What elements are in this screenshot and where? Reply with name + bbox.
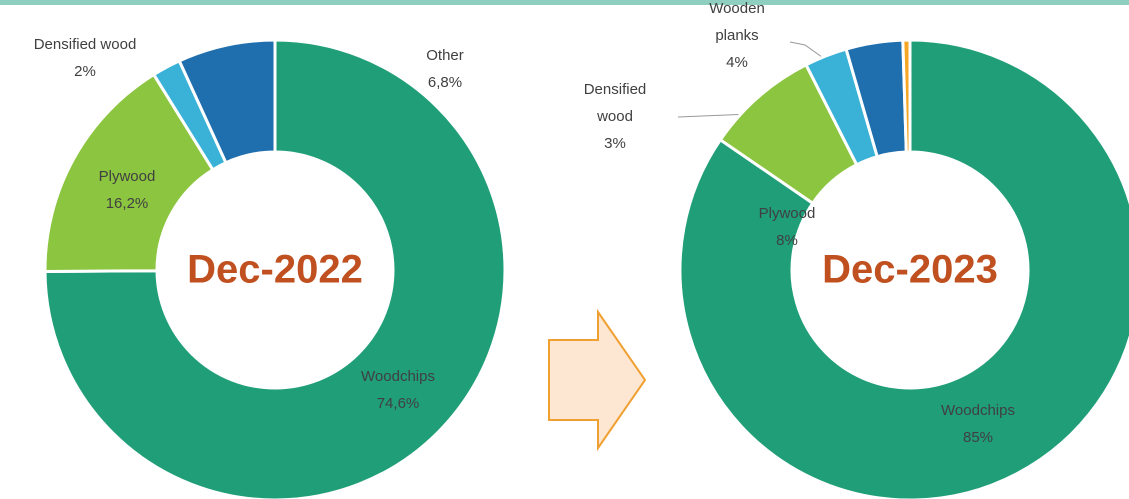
chart-title: Dec-2022 <box>187 247 363 292</box>
label-text: 4% <box>726 54 748 71</box>
donut-slice <box>901 38 912 154</box>
label-text: Densified wood <box>583 81 647 125</box>
top-bar <box>0 0 1129 5</box>
label-text: Densified wood <box>33 36 137 53</box>
donut-slice <box>43 72 215 273</box>
donut-slice <box>43 38 507 499</box>
label-text: Wooden planks <box>709 0 765 44</box>
label-text: 3% <box>604 135 626 152</box>
label-text: 16,2% <box>105 195 149 212</box>
label-text: Plywood <box>98 168 156 185</box>
label-text: Plywood <box>758 205 816 222</box>
label-text: 8% <box>776 232 798 249</box>
slice-label: Plywood 16,2% <box>67 163 187 217</box>
slice-label: Woodchips 85% <box>908 397 1048 451</box>
slice-label: Wooden planks 4% <box>697 0 777 76</box>
label-text: 6,8% <box>427 74 463 91</box>
label-text: 85% <box>962 429 994 446</box>
slice-label: Densified wood 3% <box>575 76 655 157</box>
slice-label: Other 6,8% <box>405 42 485 96</box>
slice-label: Plywood 8% <box>742 200 832 254</box>
label-text: Other <box>426 47 464 64</box>
label-text: 74,6% <box>376 395 420 412</box>
label-text: Woodchips <box>941 402 1015 419</box>
chart-title: Dec-2023 <box>822 247 998 292</box>
label-text: Woodchips <box>361 368 435 385</box>
donut-slice <box>177 38 277 165</box>
slice-label: Woodchips 74,6% <box>328 363 468 417</box>
label-text: 2% <box>74 63 96 80</box>
slice-label: Densified wood 2% <box>5 31 165 85</box>
arrow <box>548 308 647 452</box>
donut-slice <box>678 38 1129 499</box>
